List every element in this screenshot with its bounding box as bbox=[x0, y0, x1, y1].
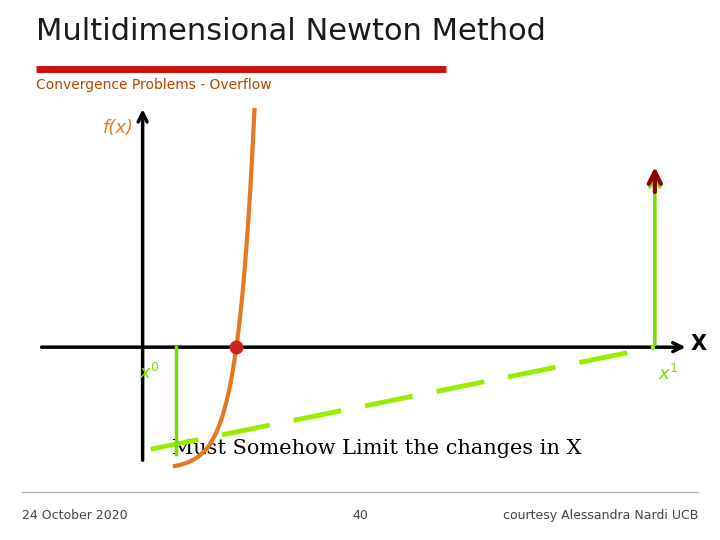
Text: 24 October 2020: 24 October 2020 bbox=[22, 509, 127, 522]
Text: f(x): f(x) bbox=[102, 119, 133, 137]
Text: 40: 40 bbox=[352, 509, 368, 522]
Text: courtesy Alessandra Nardi UCB: courtesy Alessandra Nardi UCB bbox=[503, 509, 698, 522]
Text: Multidimensional Newton Method: Multidimensional Newton Method bbox=[36, 17, 546, 45]
Text: $x^1$: $x^1$ bbox=[658, 364, 679, 384]
Text: Must Somehow Limit the changes in X: Must Somehow Limit the changes in X bbox=[172, 438, 582, 457]
Text: $x^0$: $x^0$ bbox=[139, 362, 161, 382]
Text: Convergence Problems - Overflow: Convergence Problems - Overflow bbox=[36, 78, 271, 92]
Text: X: X bbox=[690, 334, 706, 354]
